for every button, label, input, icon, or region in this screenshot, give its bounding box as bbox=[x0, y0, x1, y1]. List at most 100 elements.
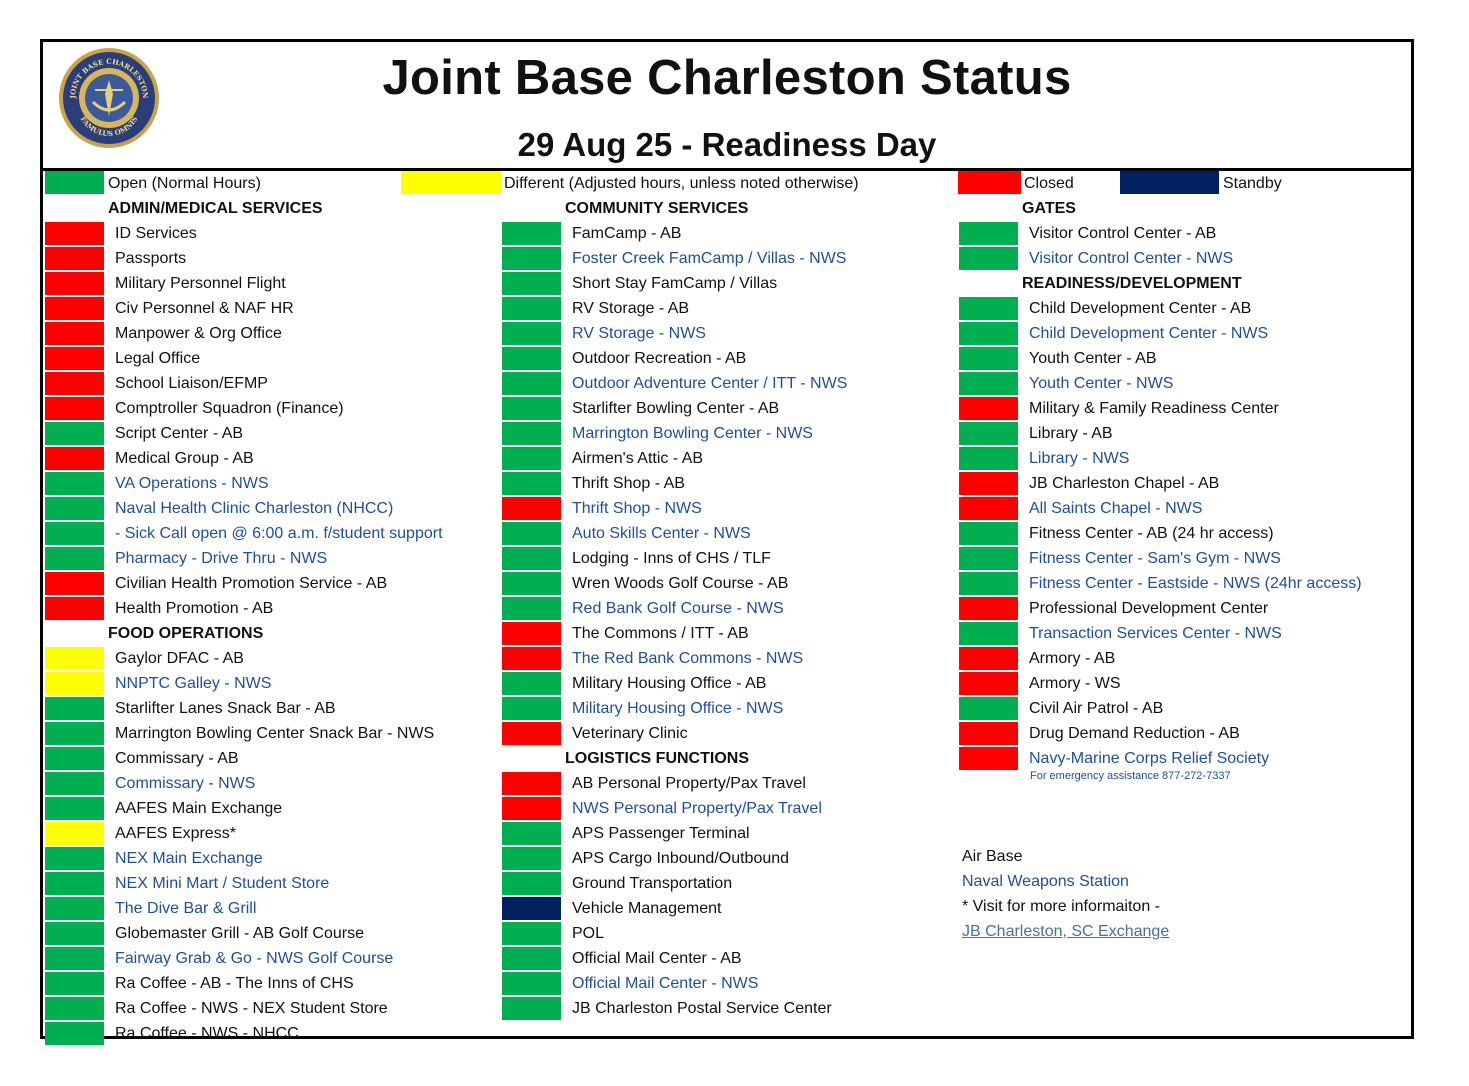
status-row: Drug Demand Reduction - AB bbox=[959, 721, 1419, 746]
status-swatch-open bbox=[959, 622, 1018, 645]
status-swatch-open bbox=[502, 522, 561, 545]
status-row: Script Center - AB bbox=[45, 421, 505, 446]
status-row: Transaction Services Center - NWS bbox=[959, 621, 1419, 646]
facility-name: Passports bbox=[115, 250, 187, 267]
facility-name: Foster Creek FamCamp / Villas - NWS bbox=[572, 250, 847, 267]
status-row: Passports bbox=[45, 246, 505, 271]
status-swatch-open bbox=[502, 572, 561, 595]
facility-name: Medical Group - AB bbox=[115, 450, 254, 467]
legend: Open (Normal Hours) Different (Adjusted … bbox=[43, 171, 1411, 196]
facility-name: Library - NWS bbox=[1029, 450, 1130, 467]
facility-name: Ground Transportation bbox=[572, 875, 733, 892]
status-row: Manpower & Org Office bbox=[45, 321, 505, 346]
facility-name: Fitness Center - Sam's Gym - NWS bbox=[1029, 550, 1281, 567]
status-swatch-open bbox=[959, 547, 1018, 570]
status-swatch-different bbox=[45, 672, 104, 695]
key-visit-note: * Visit for more informaiton - bbox=[962, 898, 1160, 915]
facility-name: Transaction Services Center - NWS bbox=[1029, 625, 1282, 642]
status-row: Youth Center - NWS bbox=[959, 371, 1419, 396]
status-row: Comptroller Squadron (Finance) bbox=[45, 396, 505, 421]
status-swatch-closed bbox=[502, 772, 561, 795]
facility-name: JB Charleston Chapel - AB bbox=[1029, 475, 1220, 492]
facility-name: Short Stay FamCamp / Villas bbox=[572, 275, 778, 292]
status-swatch-open bbox=[959, 572, 1018, 595]
status-swatch-open bbox=[45, 897, 104, 920]
status-swatch-closed bbox=[45, 247, 104, 270]
exchange-link[interactable]: JB Charleston, SC Exchange bbox=[962, 923, 1170, 940]
legend-swatch-different bbox=[401, 171, 501, 194]
status-row: NEX Mini Mart / Student Store bbox=[45, 871, 505, 896]
legend-swatch-standby bbox=[1120, 171, 1219, 194]
status-row: All Saints Chapel - NWS bbox=[959, 496, 1419, 521]
status-swatch-open bbox=[959, 447, 1018, 470]
status-swatch-open bbox=[502, 322, 561, 345]
status-row: Legal Office bbox=[45, 346, 505, 371]
facility-name: Ra Coffee - AB - The Inns of CHS bbox=[115, 975, 354, 992]
status-swatch-closed bbox=[959, 747, 1018, 770]
status-row: RV Storage - AB bbox=[502, 296, 962, 321]
section-header: COMMUNITY SERVICES bbox=[565, 200, 749, 217]
status-swatch-open bbox=[45, 422, 104, 445]
facility-name: Navy-Marine Corps Relief Society bbox=[1029, 750, 1270, 767]
status-row: Globemaster Grill - AB Golf Course bbox=[45, 921, 505, 946]
facility-name: Civ Personnel & NAF HR bbox=[115, 300, 294, 317]
status-swatch-open bbox=[959, 222, 1018, 245]
status-row: School Liaison/EFMP bbox=[45, 371, 505, 396]
status-swatch-closed bbox=[959, 472, 1018, 495]
status-row: The Dive Bar & Grill bbox=[45, 896, 505, 921]
status-swatch-open bbox=[45, 947, 104, 970]
facility-name: VA Operations - NWS bbox=[115, 475, 269, 492]
status-row: Vehicle Management bbox=[502, 896, 962, 921]
facility-name: AAFES Main Exchange bbox=[115, 800, 283, 817]
facility-name: Civil Air Patrol - AB bbox=[1029, 700, 1164, 717]
status-row: Visitor Control Center - AB bbox=[959, 221, 1419, 246]
status-row: Marrington Bowling Center - NWS bbox=[502, 421, 962, 446]
facility-name: Military & Family Readiness Center bbox=[1029, 400, 1279, 417]
status-swatch-different bbox=[45, 822, 104, 845]
emergency-assistance-note: For emergency assistance 877-272-7337 bbox=[1030, 770, 1231, 782]
facility-name: Official Mail Center - NWS bbox=[572, 975, 759, 992]
status-swatch-open bbox=[45, 547, 104, 570]
facility-name: POL bbox=[572, 925, 605, 942]
status-row: Starlifter Lanes Snack Bar - AB bbox=[45, 696, 505, 721]
status-row: Commissary - NWS bbox=[45, 771, 505, 796]
facility-name: Starlifter Lanes Snack Bar - AB bbox=[115, 700, 336, 717]
status-row: Military & Family Readiness Center bbox=[959, 396, 1419, 421]
facility-name: Thrift Shop - NWS bbox=[572, 500, 702, 517]
status-swatch-open bbox=[502, 547, 561, 570]
status-swatch-open bbox=[502, 372, 561, 395]
facility-name: Marrington Bowling Center Snack Bar - NW… bbox=[115, 725, 435, 742]
facility-name: Auto Skills Center - NWS bbox=[572, 525, 751, 542]
status-swatch-open bbox=[502, 422, 561, 445]
facility-name: Starlifter Bowling Center - AB bbox=[572, 400, 780, 417]
status-swatch-open bbox=[959, 297, 1018, 320]
facility-name: Military Personnel Flight bbox=[115, 275, 286, 292]
facility-name: Ra Coffee - NWS - NEX Student Store bbox=[115, 1000, 388, 1017]
legend-swatch-open bbox=[45, 171, 104, 194]
status-swatch-closed bbox=[45, 347, 104, 370]
facility-name: Pharmacy - Drive Thru - NWS bbox=[115, 550, 328, 567]
status-row: Official Mail Center - NWS bbox=[502, 971, 962, 996]
status-swatch-open bbox=[45, 497, 104, 520]
status-row: Short Stay FamCamp / Villas bbox=[502, 271, 962, 296]
status-row: Thrift Shop - AB bbox=[502, 471, 962, 496]
status-swatch-open bbox=[502, 397, 561, 420]
status-row: Military Housing Office - NWS bbox=[502, 696, 962, 721]
status-swatch-open bbox=[45, 697, 104, 720]
status-row: Library - AB bbox=[959, 421, 1419, 446]
status-swatch-open bbox=[45, 872, 104, 895]
status-row: APS Cargo Inbound/Outbound bbox=[502, 846, 962, 871]
status-row: Military Personnel Flight bbox=[45, 271, 505, 296]
status-row: Civil Air Patrol - AB bbox=[959, 696, 1419, 721]
facility-name: - Sick Call open @ 6:00 a.m. f/student s… bbox=[115, 525, 443, 542]
status-swatch-standby bbox=[502, 897, 561, 920]
facility-name: Health Promotion - AB bbox=[115, 600, 274, 617]
status-swatch-open bbox=[502, 472, 561, 495]
status-swatch-open bbox=[502, 997, 561, 1020]
facility-name: NEX Main Exchange bbox=[115, 850, 263, 867]
facility-name: Armory - AB bbox=[1029, 650, 1116, 667]
status-swatch-open bbox=[502, 947, 561, 970]
status-row: Military Housing Office - AB bbox=[502, 671, 962, 696]
status-swatch-closed bbox=[45, 597, 104, 620]
status-row: NWS Personal Property/Pax Travel bbox=[502, 796, 962, 821]
